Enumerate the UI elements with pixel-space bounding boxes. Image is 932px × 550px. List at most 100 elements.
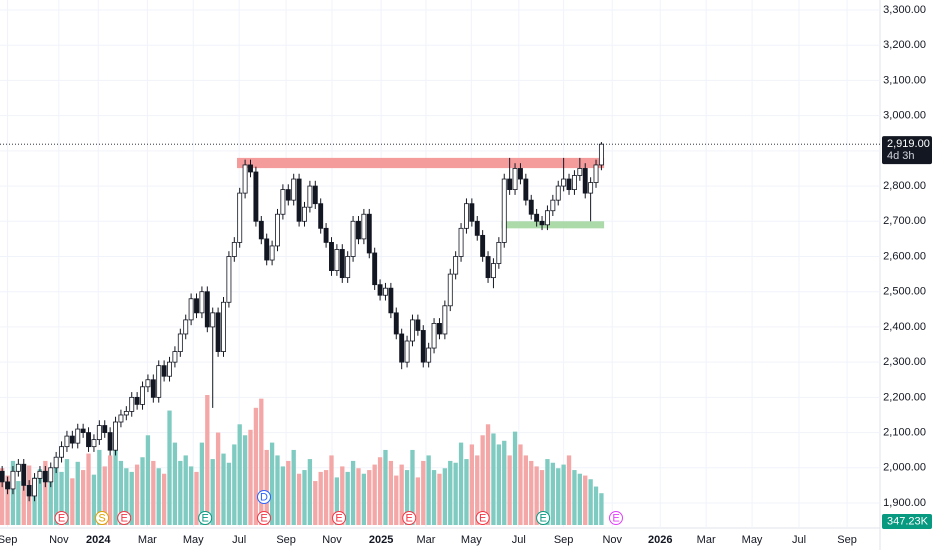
candle-body: [221, 301, 226, 352]
candle-body: [426, 347, 432, 363]
candle-body: [323, 227, 329, 243]
volume-bar: [394, 475, 399, 525]
candle-body: [366, 213, 372, 254]
candle-body: [237, 192, 243, 243]
candle-body: [118, 414, 124, 423]
x-tick-label: Sep: [276, 534, 296, 546]
volume-bar: [556, 468, 561, 525]
candle-body: [496, 242, 502, 264]
volume-bar: [448, 460, 453, 525]
volume-bar: [221, 453, 226, 525]
candle-body: [550, 199, 556, 212]
candle-body: [512, 168, 518, 190]
y-tick-label: 2,400.00: [883, 321, 926, 333]
volume-label: 347.23K: [887, 515, 929, 527]
event-marker: [402, 511, 417, 525]
y-tick-label: 3,300.00: [883, 4, 926, 16]
volume-bar: [232, 444, 237, 525]
candle-body: [42, 470, 48, 483]
volume-bar: [280, 466, 286, 525]
candle-body: [140, 386, 145, 405]
candle-body: [442, 305, 448, 335]
candle-body: [32, 477, 38, 497]
x-tick-label: Mar: [138, 534, 157, 546]
volume-bar: [372, 464, 377, 525]
volume-bar: [367, 470, 372, 525]
volume-bar: [437, 473, 442, 525]
candle-body: [48, 467, 54, 483]
volume-bar: [70, 478, 75, 525]
candle-body: [555, 185, 561, 201]
volume-bar: [16, 481, 21, 525]
candle-body: [64, 435, 70, 448]
candle-body: [372, 252, 378, 286]
candle-body: [129, 396, 135, 412]
candle-body: [393, 312, 399, 335]
x-tick-label: Nov: [322, 534, 342, 546]
candle-body: [571, 175, 577, 190]
candle-body: [469, 203, 475, 222]
candle-body: [474, 220, 480, 236]
volume-bar: [291, 449, 296, 525]
volume-bar: [134, 464, 140, 525]
candle-body: [420, 330, 426, 363]
volume-bar: [199, 442, 205, 525]
candle-body: [113, 421, 118, 451]
volume-bar: [588, 479, 593, 525]
x-tick-label: Sep: [837, 534, 857, 546]
candle-body: [285, 189, 291, 201]
candle-body: [388, 287, 394, 314]
candle-body: [350, 220, 356, 257]
volume-bar: [59, 471, 64, 525]
volume-bar: [194, 471, 199, 525]
candle-body: [21, 463, 27, 486]
candle-body: [15, 463, 21, 472]
candle-body: [334, 249, 340, 271]
volume-bar: [178, 460, 183, 525]
event-label: E: [539, 512, 546, 524]
x-tick-label: Jul: [792, 534, 806, 546]
x-tick-label: 2026: [648, 534, 672, 546]
volume-bar: [145, 435, 151, 525]
x-tick-label: Mar: [416, 534, 435, 546]
volume-bar: [415, 477, 421, 525]
volume-bar: [48, 473, 53, 525]
volume-bar: [577, 473, 582, 525]
event-label: D: [260, 491, 268, 503]
x-tick-label: 2024: [86, 534, 111, 546]
volume-bar: [534, 466, 539, 525]
event-marker: [54, 511, 69, 525]
y-tick-label: 2,500.00: [883, 286, 926, 298]
volume-label-box: [882, 514, 932, 529]
volume-bar: [404, 470, 410, 525]
volume-bar: [318, 471, 323, 525]
volume-bar: [583, 475, 588, 525]
candle-body: [318, 203, 324, 229]
candle-body: [291, 178, 297, 201]
event-label: E: [260, 512, 267, 524]
candle-body: [410, 319, 415, 342]
event-marker: [257, 490, 271, 504]
candle-body: [242, 164, 248, 194]
volume-bar: [43, 460, 48, 525]
candle-body: [107, 432, 113, 451]
candle-body: [485, 256, 491, 279]
volume-bar: [151, 460, 156, 525]
candle-body: [145, 379, 151, 388]
volume-bar: [113, 443, 118, 525]
candle-body: [534, 213, 540, 222]
volume-bar: [507, 455, 512, 525]
candle-body: [275, 213, 280, 247]
candle-body: [361, 213, 367, 240]
candle-body: [156, 365, 162, 398]
volume-bar: [561, 464, 566, 525]
candle-body: [80, 428, 86, 433]
volume-bar: [248, 429, 253, 525]
y-tick-label: 2,100.00: [883, 426, 926, 438]
candle-body: [177, 333, 183, 352]
candle-body: [253, 171, 259, 222]
candle-body: [258, 220, 264, 240]
volume-bar: [242, 435, 248, 525]
volume-bar: [0, 468, 5, 525]
volume-bar: [21, 470, 26, 525]
